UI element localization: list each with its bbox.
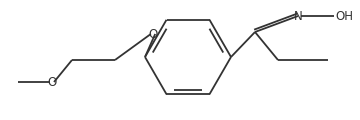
Text: O: O	[48, 75, 57, 89]
Text: N: N	[294, 9, 302, 23]
Text: OH: OH	[335, 9, 353, 23]
Text: O: O	[148, 27, 158, 41]
